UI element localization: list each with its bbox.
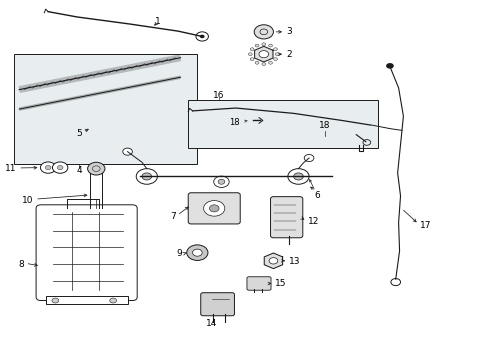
- Circle shape: [248, 53, 252, 55]
- Circle shape: [268, 61, 272, 64]
- Circle shape: [203, 201, 224, 216]
- Circle shape: [200, 35, 204, 38]
- Circle shape: [250, 58, 254, 60]
- FancyBboxPatch shape: [246, 277, 270, 290]
- Circle shape: [273, 58, 277, 60]
- Circle shape: [41, 162, 56, 173]
- Text: 12: 12: [307, 217, 319, 226]
- Text: 17: 17: [419, 221, 430, 230]
- Text: 1: 1: [155, 17, 161, 26]
- Text: 14: 14: [206, 319, 217, 328]
- Text: 7: 7: [170, 212, 175, 221]
- Bar: [15, 54, 197, 164]
- FancyBboxPatch shape: [201, 293, 234, 316]
- Text: 4: 4: [77, 166, 82, 175]
- Circle shape: [293, 173, 303, 180]
- Circle shape: [218, 179, 224, 184]
- Circle shape: [250, 48, 254, 51]
- Circle shape: [45, 166, 51, 170]
- Polygon shape: [264, 253, 282, 269]
- Circle shape: [268, 258, 277, 264]
- Circle shape: [186, 245, 207, 260]
- Circle shape: [273, 48, 277, 51]
- FancyBboxPatch shape: [188, 193, 240, 224]
- Text: 3: 3: [286, 27, 292, 36]
- Text: 18: 18: [229, 118, 239, 127]
- Circle shape: [57, 166, 63, 170]
- Bar: [187, 100, 377, 148]
- Text: 15: 15: [275, 279, 286, 288]
- Text: 13: 13: [288, 257, 300, 266]
- Bar: [46, 296, 127, 304]
- Circle shape: [87, 162, 105, 175]
- Text: 5: 5: [77, 130, 82, 139]
- Text: 11: 11: [5, 164, 17, 173]
- Circle shape: [386, 63, 393, 69]
- Circle shape: [213, 176, 229, 188]
- Circle shape: [52, 162, 68, 173]
- Circle shape: [287, 168, 308, 184]
- Circle shape: [262, 43, 265, 46]
- Circle shape: [136, 168, 157, 184]
- Circle shape: [209, 205, 219, 212]
- Text: 16: 16: [213, 91, 224, 100]
- FancyBboxPatch shape: [270, 197, 302, 238]
- Text: 9: 9: [176, 249, 182, 258]
- Text: 6: 6: [314, 192, 320, 201]
- Circle shape: [262, 63, 265, 66]
- Circle shape: [255, 44, 259, 47]
- Circle shape: [52, 298, 59, 303]
- Circle shape: [268, 44, 272, 47]
- Circle shape: [254, 25, 273, 39]
- Circle shape: [109, 298, 116, 303]
- FancyBboxPatch shape: [36, 205, 137, 301]
- Polygon shape: [254, 46, 272, 62]
- Text: 18: 18: [319, 121, 330, 130]
- Circle shape: [196, 32, 208, 41]
- Circle shape: [192, 249, 202, 256]
- Circle shape: [122, 148, 132, 155]
- Text: 8: 8: [18, 260, 24, 269]
- Circle shape: [259, 51, 268, 58]
- Circle shape: [255, 61, 259, 64]
- Text: 2: 2: [286, 50, 291, 59]
- Text: 10: 10: [22, 196, 34, 205]
- Circle shape: [304, 154, 313, 162]
- Circle shape: [142, 173, 151, 180]
- Circle shape: [275, 53, 279, 55]
